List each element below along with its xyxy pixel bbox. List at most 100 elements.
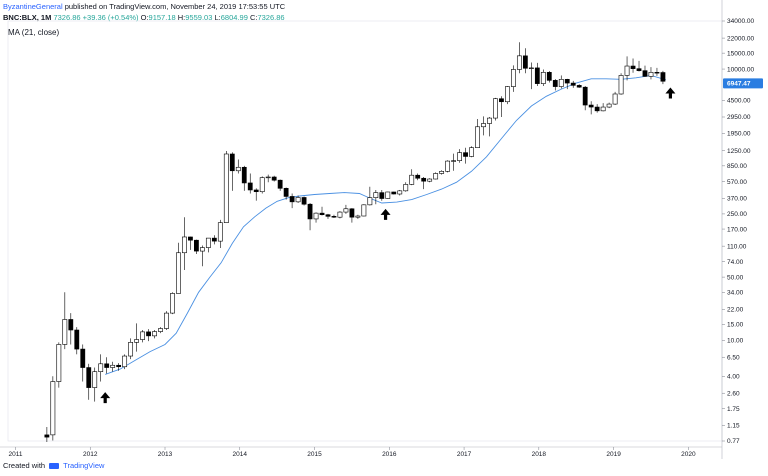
candle [588,101,594,115]
x-tick-label: 2013 [158,451,173,458]
candle-body-down [546,72,552,81]
candle [283,187,289,200]
x-tick-label: 2016 [382,451,397,458]
candle-body-up [50,381,56,436]
candle [146,329,151,342]
candle-body-up [558,79,564,87]
candle [600,103,606,112]
y-tick-label: 0.77 [727,438,740,445]
candle [188,236,193,250]
candle-body-up [528,67,534,69]
candle [104,357,110,374]
y-tick-label: 370.00 [727,196,747,203]
candle [80,344,86,382]
candle [618,73,624,95]
ma-label: MA (21, close) [8,28,60,37]
candle-body-up [516,55,522,70]
y-tick-label: 22000.00 [727,35,754,42]
price-axis[interactable]: 0.77 1.15 1.75 2.60 4.00 6.50 10.00 15.00 22.00 3… [722,18,763,445]
candle [343,204,349,214]
arrow-up-icon [380,208,391,220]
last-price-badge [723,78,763,89]
candle-body-down [594,106,600,112]
candle [223,151,229,223]
y-tick-label: 4500.00 [727,98,751,105]
candle-body-down [349,208,355,218]
candle [331,214,337,219]
candle [397,189,403,196]
candle-body-up [110,364,116,368]
candle-body-down [576,85,582,88]
publish-line: ByzantineGeneral published on TradingVie… [3,1,285,12]
candle-body-down [307,203,313,220]
candle [271,175,277,182]
candle-body-up [205,237,211,248]
y-tick-label: 10000.00 [727,66,754,73]
indicator-legend[interactable]: MA (21, close) [8,28,59,37]
candle [205,237,211,253]
candle-body-up [164,312,169,329]
candle [164,311,169,331]
candle [505,85,510,105]
y-tick-label: 10.00 [727,338,744,345]
candle-body-down [68,319,74,331]
candle-body-down [379,192,385,199]
candle-body-up [612,93,618,105]
y-tick-label: 50.00 [727,274,744,281]
candle [648,67,654,80]
candle [176,242,181,294]
candle [487,116,492,137]
candle [433,172,439,180]
x-tick-label: 2020 [681,451,696,458]
candle-body-down [44,434,50,438]
candle-body-up [439,171,445,174]
candle-body-down [654,72,660,74]
candle-body-up [648,72,654,77]
candle [349,208,355,223]
candle [516,42,522,74]
chart-header: ByzantineGeneral published on TradingVie… [3,1,285,23]
candle [463,147,468,164]
candle [534,62,540,86]
candle-body-down [564,79,570,84]
candle-body-down [188,236,193,241]
candle [74,327,80,355]
time-axis[interactable]: 2011 2012 2013 2014 2015 2016 2017 2018 2019 2020 [8,447,696,458]
candle [98,354,104,382]
last-price-label: 6947.47 [727,81,751,88]
author-link[interactable]: ByzantineGeneral [3,2,63,11]
candle [253,188,259,201]
x-tick-label: 2015 [307,451,322,458]
candle [385,191,391,200]
y-tick-label: 6.50 [727,354,740,361]
tradingview-link[interactable]: TradingView [63,461,105,470]
candle-body-up [606,103,612,108]
y-tick-label: 570.00 [727,179,747,186]
candle-body-up [122,355,128,368]
candle-body-down [630,65,636,69]
candle [606,102,612,109]
candle-body-up [199,247,205,252]
candle-body-up [152,331,157,337]
candle [158,327,163,334]
y-tick-label: 22.00 [727,307,744,314]
candle-body-up [217,222,223,242]
candle [391,191,397,195]
candle-body-down [277,179,283,189]
open-label: O: [140,13,149,22]
candle [642,65,648,77]
candle-body-up [134,339,139,343]
candle-body-down [588,104,594,108]
candle-body-down [253,189,259,193]
created-with-text: Created with [3,461,46,470]
candle [493,97,498,121]
x-tick-label: 2011 [8,451,22,458]
candle [570,80,576,88]
candle-body-up [600,106,606,112]
candle-body-up [493,98,498,119]
tradingview-logo-icon [49,463,60,470]
symbol-line: BNC:BLX, 1M 7326.86 +39.36 (+0.54%) O:91… [3,12,285,23]
plot-frame [7,20,723,442]
candle [229,152,235,191]
